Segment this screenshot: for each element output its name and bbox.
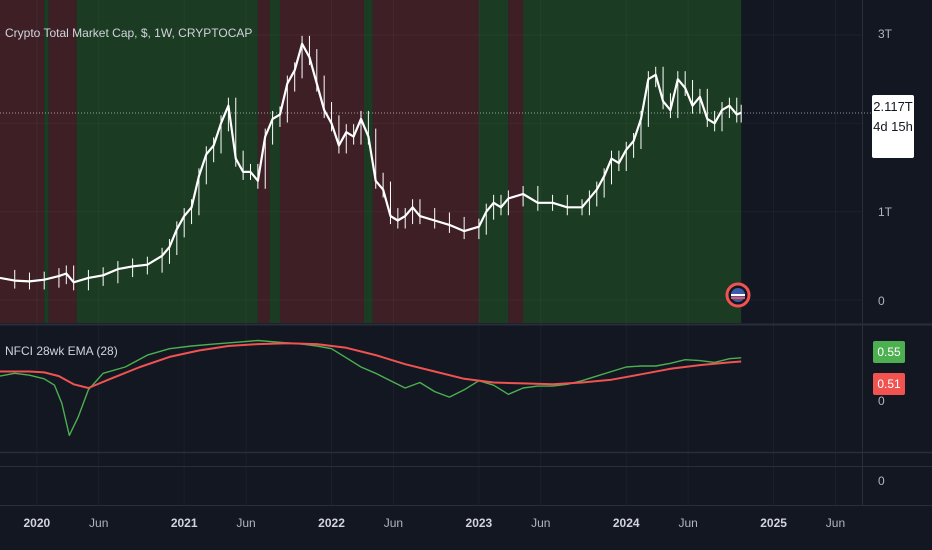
nfci-value-badge: 0.55 — [873, 341, 905, 363]
bar-countdown: 4d 15h — [873, 119, 913, 134]
last-price-badge: 2.117T 4d 15h — [872, 95, 914, 158]
x-tick-label: 2020 — [23, 516, 51, 530]
grid — [0, 0, 862, 505]
regime-band-7 — [363, 0, 373, 323]
x-tick-label: Jun — [678, 516, 698, 530]
series-ema — [0, 342, 742, 389]
y-tick-3t: 3T — [878, 27, 893, 41]
regime-band-10 — [508, 0, 524, 323]
regime-band-9 — [478, 0, 509, 323]
x-tick-label: Jun — [89, 516, 109, 530]
y-tick-1t: 1T — [878, 205, 893, 219]
regime-band-11 — [523, 0, 742, 323]
series-nfci — [0, 339, 742, 437]
x-tick-label: 2023 — [465, 516, 493, 530]
indicator-title: NFCI 28wk EMA (28) — [5, 344, 118, 358]
regime-background — [0, 0, 742, 323]
x-tick-label: 2022 — [318, 516, 345, 530]
us-flag-icon[interactable] — [725, 282, 751, 308]
regime-band-2 — [48, 0, 77, 323]
last-price-value: 2.117T — [873, 99, 913, 114]
x-tick-label: Jun — [383, 516, 404, 530]
price-series — [0, 35, 872, 291]
x-tick-label: Jun — [531, 516, 551, 530]
x-tick-label: 2021 — [170, 516, 198, 530]
indicator-series — [0, 339, 742, 437]
regime-band-6 — [279, 0, 364, 323]
x-tick-label: 2024 — [612, 516, 640, 530]
regime-band-4 — [257, 0, 270, 323]
x-tick-label: 2025 — [760, 516, 787, 530]
regime-band-3 — [76, 0, 258, 323]
regime-band-5 — [269, 0, 280, 323]
x-tick-label: Jun — [825, 516, 846, 530]
ema-value-badge: 0.51 — [873, 373, 905, 395]
regime-band-8 — [372, 0, 479, 323]
ind-y-tick-0-lower: 0 — [878, 474, 885, 488]
y-tick-0: 0 — [878, 294, 885, 308]
chart-title: Crypto Total Market Cap, $, 1W, CRYPTOCA… — [5, 26, 253, 40]
x-tick-label: Jun — [236, 516, 256, 530]
regime-band-1 — [44, 0, 49, 323]
regime-band-0 — [0, 0, 45, 323]
pane-separators — [0, 0, 932, 506]
ind-y-tick-0: 0 — [878, 394, 885, 408]
